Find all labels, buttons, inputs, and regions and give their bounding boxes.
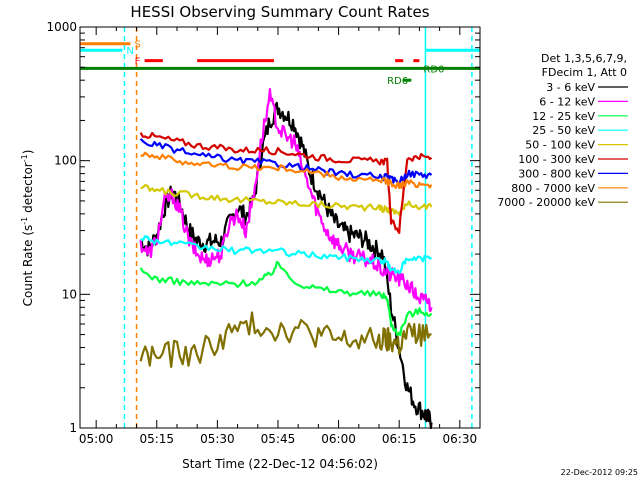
series-line-5 bbox=[139, 131, 433, 234]
series-line-1 bbox=[139, 87, 433, 312]
series-line-3 bbox=[140, 235, 432, 275]
legend-label-3: 25 - 50 keV bbox=[532, 124, 595, 137]
legend-label-0: 3 - 6 keV bbox=[546, 81, 595, 94]
y-tick-label-1: 10 bbox=[62, 287, 77, 301]
series-line-0 bbox=[140, 101, 433, 430]
legend-label-8: 7000 - 20000 keV bbox=[497, 196, 595, 209]
chart-title: HESSI Observing Summary Count Rates bbox=[130, 3, 429, 21]
legend-label-4: 50 - 100 keV bbox=[525, 139, 595, 152]
x-tick-label-5: 06:15 bbox=[382, 432, 417, 446]
x-tick-label-1: 05:15 bbox=[139, 432, 174, 446]
x-tick-label-6: 06:30 bbox=[443, 432, 478, 446]
plot-frame bbox=[79, 26, 481, 429]
footer-timestamp: 22-Dec-2012 09:25 bbox=[561, 468, 638, 477]
x-tick-label-2: 05:30 bbox=[200, 432, 235, 446]
x-tick-label-0: 05:00 bbox=[79, 432, 114, 446]
flag-label-rd0: RD0 bbox=[423, 64, 444, 75]
y-tick-label-3: 1000 bbox=[46, 20, 77, 34]
x-axis-label: Start Time (22-Dec-12 04:56:02) bbox=[182, 457, 378, 471]
flag-label-f: F bbox=[135, 57, 141, 68]
legend-label-5: 100 - 300 keV bbox=[518, 153, 595, 166]
y-tick-label-2: 100 bbox=[54, 154, 77, 168]
legend-label-1: 6 - 12 keV bbox=[539, 95, 595, 108]
flag-label-rd6: RD6 bbox=[387, 76, 408, 87]
y-tick-label-0: 1 bbox=[69, 421, 77, 435]
legend-header-line-2: FDecim 1, Att 0 bbox=[542, 66, 627, 79]
y-axis-label: Count Rate (s-1 detector-1) bbox=[20, 150, 35, 307]
legend-label-6: 300 - 800 keV bbox=[518, 167, 595, 180]
series-line-7 bbox=[140, 151, 433, 190]
series-line-4 bbox=[140, 184, 433, 216]
flag-label-s: S bbox=[135, 40, 141, 51]
flag-label-n: N bbox=[126, 46, 133, 57]
legend-label-2: 12 - 25 keV bbox=[532, 110, 595, 123]
x-tick-label-4: 06:00 bbox=[321, 432, 356, 446]
legend-header-line-1: Det 1,3,5,6,7,9, bbox=[541, 52, 627, 65]
series-line-8 bbox=[139, 311, 432, 368]
series-line-2 bbox=[139, 261, 433, 337]
legend-label-7: 800 - 7000 keV bbox=[511, 182, 595, 195]
x-tick-label-3: 05:45 bbox=[261, 432, 296, 446]
